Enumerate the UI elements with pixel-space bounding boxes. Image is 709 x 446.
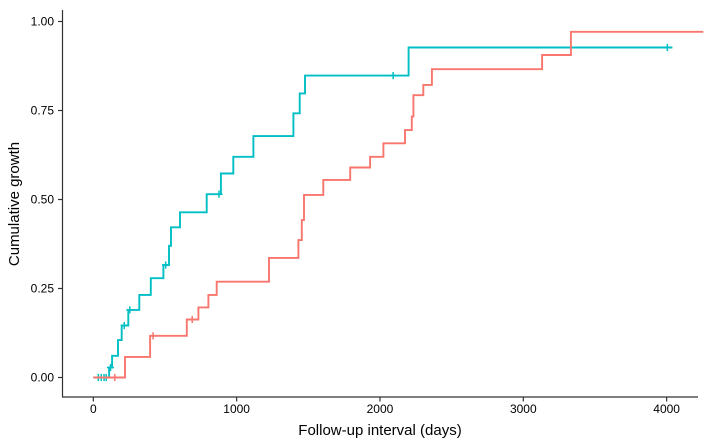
y-tick-label: 0.00 [31, 371, 55, 385]
y-tick-label: 0.25 [31, 282, 55, 296]
x-axis-title: Follow-up interval (days) [298, 422, 462, 439]
y-axis-title: Cumulative growth [6, 141, 23, 267]
survival-curve-salmon-group [93, 30, 704, 379]
x-tick-label: 1000 [223, 402, 250, 416]
x-tick-label: 0 [90, 402, 97, 416]
y-tick-label: 1.00 [31, 15, 55, 29]
x-tick-label: 3000 [510, 402, 537, 416]
y-tick-label: 0.75 [31, 104, 55, 118]
y-tick-label: 0.50 [31, 193, 55, 207]
survival-curve-teal-group [93, 46, 673, 379]
x-tick-label: 2000 [367, 402, 394, 416]
x-tick-label: 4000 [653, 402, 680, 416]
